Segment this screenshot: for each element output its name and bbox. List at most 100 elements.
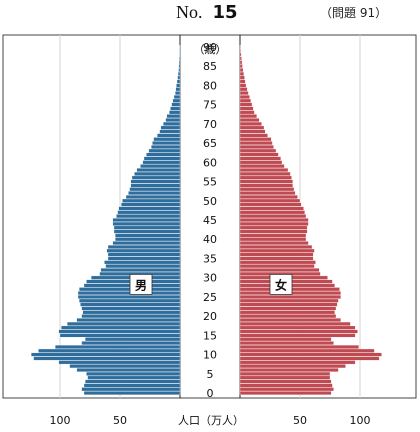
male-bar bbox=[163, 121, 181, 126]
female-bar bbox=[239, 218, 309, 222]
male-bar bbox=[177, 71, 181, 76]
female-bar bbox=[239, 229, 308, 234]
age-tick-label: 40 bbox=[203, 233, 217, 246]
female-bar bbox=[239, 102, 253, 107]
female-bar bbox=[239, 360, 356, 365]
female-bar bbox=[239, 260, 316, 265]
female-bar bbox=[239, 144, 274, 149]
series-label: 女 bbox=[275, 277, 287, 292]
male-bar bbox=[33, 356, 181, 361]
male-bar bbox=[179, 56, 181, 61]
male-bar bbox=[178, 60, 181, 65]
male-bar bbox=[170, 106, 181, 111]
age-tick-label: 70 bbox=[203, 118, 217, 131]
female-bar bbox=[239, 387, 334, 392]
series-label: 男 bbox=[135, 278, 147, 292]
female-bar bbox=[239, 318, 341, 322]
female-bar bbox=[239, 379, 332, 384]
male-bar bbox=[77, 291, 181, 295]
male-bar bbox=[128, 191, 181, 196]
age-tick-label: 45 bbox=[203, 214, 217, 227]
male-bar bbox=[130, 179, 181, 184]
x-tick-label: 50 bbox=[293, 414, 307, 427]
male-bar bbox=[86, 371, 181, 376]
male-bar bbox=[85, 337, 181, 342]
male-bar bbox=[77, 294, 181, 299]
female-bar bbox=[239, 160, 283, 165]
female-bar bbox=[239, 121, 262, 126]
female-bar bbox=[239, 95, 250, 99]
x-tick-label: 100 bbox=[50, 414, 71, 427]
female-bar bbox=[239, 325, 356, 330]
series-label-box bbox=[129, 273, 153, 295]
male-bar bbox=[122, 198, 181, 203]
male-bar bbox=[106, 248, 181, 253]
female-bar bbox=[239, 118, 260, 122]
female-bar bbox=[239, 141, 273, 146]
female-bar bbox=[239, 183, 293, 188]
male-bar bbox=[157, 133, 181, 138]
male-bar bbox=[107, 256, 181, 261]
female-bar bbox=[239, 56, 242, 61]
female-bar bbox=[239, 225, 308, 230]
female-bar bbox=[239, 110, 255, 115]
female-bar bbox=[239, 48, 241, 53]
male-bar bbox=[61, 325, 181, 330]
female-bar bbox=[239, 83, 247, 88]
male-bar bbox=[113, 225, 181, 230]
female-bar bbox=[239, 45, 241, 49]
plot-frame bbox=[2, 34, 417, 399]
male-bar bbox=[76, 318, 181, 322]
female-bar bbox=[239, 391, 332, 395]
female-bar bbox=[239, 68, 244, 72]
male-bar bbox=[151, 144, 181, 149]
female-bar bbox=[239, 310, 335, 315]
male-bar bbox=[117, 210, 181, 215]
age-unit-label: （歳） bbox=[194, 43, 227, 56]
female-bar bbox=[239, 133, 268, 138]
male-bar bbox=[113, 229, 181, 234]
male-bar bbox=[105, 264, 181, 269]
male-bar bbox=[146, 152, 181, 157]
male-bar bbox=[69, 364, 181, 369]
age-tick-label: 80 bbox=[203, 79, 217, 92]
male-bar bbox=[38, 348, 181, 353]
female-bar bbox=[239, 179, 293, 184]
female-bar bbox=[239, 60, 243, 65]
problem-number: （問題 91） bbox=[320, 6, 388, 20]
male-bar bbox=[58, 360, 181, 365]
female-bar bbox=[239, 137, 272, 142]
male-bar bbox=[173, 95, 181, 99]
male-bar bbox=[81, 341, 181, 345]
male-bar bbox=[142, 160, 181, 165]
male-bar bbox=[81, 306, 181, 311]
age-tick-label: 75 bbox=[203, 99, 217, 112]
female-bar bbox=[239, 152, 279, 157]
male-bar bbox=[81, 314, 181, 319]
age-tick-label: 65 bbox=[203, 137, 217, 150]
female-bar bbox=[239, 329, 358, 334]
female-bar bbox=[239, 375, 331, 380]
male-bar bbox=[104, 260, 181, 265]
male-bar bbox=[115, 237, 181, 242]
male-bar bbox=[87, 375, 181, 380]
male-bar bbox=[107, 244, 181, 249]
age-tick-label: 90 bbox=[203, 41, 217, 54]
male-bar bbox=[143, 156, 181, 161]
female-bar bbox=[239, 356, 380, 361]
male-bar bbox=[76, 368, 181, 372]
female-bar bbox=[239, 164, 285, 169]
x-tick-label: 100 bbox=[350, 414, 371, 427]
female-bar bbox=[239, 187, 295, 192]
female-bar bbox=[239, 156, 281, 161]
male-bar bbox=[131, 175, 181, 180]
female-bar bbox=[239, 248, 315, 253]
male-bar bbox=[82, 310, 181, 315]
male-bar bbox=[83, 391, 181, 395]
male-bar bbox=[169, 110, 181, 115]
age-tick-label: 30 bbox=[203, 272, 217, 285]
female-bar bbox=[239, 75, 245, 80]
female-bar bbox=[239, 344, 359, 349]
male-bar bbox=[81, 387, 181, 392]
age-tick-label: 20 bbox=[203, 310, 217, 323]
